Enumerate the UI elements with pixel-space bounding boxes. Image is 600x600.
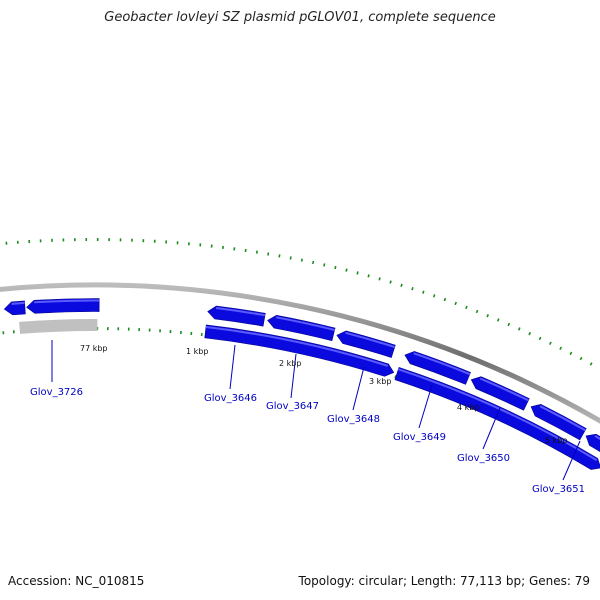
gene-label-glov-3726[interactable]: Glov_3726	[30, 387, 83, 398]
outer-tick	[517, 327, 521, 331]
outer-tick	[378, 277, 381, 281]
outer-tick	[475, 309, 479, 314]
outer-tick	[278, 254, 281, 258]
gene-arrow-outer-6	[470, 376, 530, 411]
gene-label-glov-3648[interactable]: Glov_3648	[327, 414, 380, 425]
leader-line-2	[290, 353, 297, 399]
outer-tick	[311, 260, 315, 265]
outer-gene-track	[3, 298, 600, 453]
kbp-label-2: 2 kbp	[279, 359, 301, 368]
gene-arrow-outer-5-highlight	[413, 352, 471, 376]
outer-tick	[345, 268, 348, 272]
gene-label-leaders	[51, 340, 581, 481]
leader-line-1	[229, 344, 236, 390]
outer-tick	[400, 283, 403, 287]
gene-arrow-grey	[19, 318, 98, 334]
map-title: Geobacter lovleyi SZ plasmid pGLOV01, co…	[104, 10, 496, 25]
outer-tick	[443, 297, 447, 302]
outer-tick	[422, 290, 425, 294]
kbp-label-5: 5 kbp	[545, 436, 567, 445]
outer-tick	[589, 362, 593, 366]
gene-arrow-outer-3-highlight	[275, 316, 335, 331]
outer-tick	[389, 280, 392, 284]
gene-arrow-outer-0-highlight	[11, 301, 25, 305]
accession-text: Accession: NC_010815	[8, 574, 145, 588]
plasmid-backbone	[0, 282, 600, 424]
gene-arrow-outer-1-highlight	[34, 299, 100, 304]
outer-tick	[411, 287, 414, 291]
outer-tick	[465, 305, 468, 310]
kbp-label-4: 4 kbp	[457, 403, 479, 412]
outer-tick	[367, 274, 370, 278]
gene-arrow-outer-0	[3, 300, 26, 316]
summary-text: Topology: circular; Length: 77,113 bp; G…	[298, 574, 590, 588]
gene-arrow-outer-4-highlight	[345, 331, 396, 349]
leader-line-3	[352, 366, 365, 411]
outer-tick	[323, 263, 326, 267]
outer-tick	[569, 351, 573, 356]
gene-arrow-outer-7	[530, 404, 587, 441]
gene-label-glov-3649[interactable]: Glov_3649	[393, 432, 446, 443]
leader-line-5	[482, 407, 501, 450]
outer-tick	[454, 301, 457, 306]
outer-tick	[579, 356, 583, 361]
kbp-label-1: 1 kbp	[186, 347, 208, 356]
gene-arrow-inner-1	[394, 366, 600, 470]
gene-label-glov-3646[interactable]: Glov_3646	[204, 393, 257, 404]
outer-tick	[300, 258, 303, 262]
leader-line-6	[562, 440, 581, 481]
outer-tick	[334, 265, 337, 270]
outer-tick	[289, 256, 292, 260]
inner-gene-track	[19, 318, 600, 470]
gene-arrow-outer-7-highlight	[539, 405, 586, 432]
gene-arrow-outer-2-highlight	[215, 307, 266, 317]
outer-tick	[549, 341, 552, 345]
gene-arrow-outer-8-highlight	[594, 435, 600, 440]
gene-arrow-outer-4	[336, 330, 396, 358]
outer-tick	[538, 336, 542, 341]
gene-label-glov-3651[interactable]: Glov_3651	[532, 484, 585, 495]
outer-tick	[486, 313, 489, 318]
inner-tick	[394, 375, 397, 379]
outer-tick	[496, 318, 500, 322]
gene-label-glov-3647[interactable]: Glov_3647	[266, 401, 319, 412]
outer-tick	[507, 322, 511, 327]
gene-arrow-inner-0-highlight	[205, 326, 389, 367]
gene-arrow-outer-8	[585, 433, 600, 453]
leader-line-4	[418, 384, 433, 429]
outer-tick	[432, 294, 436, 298]
gene-arrow-outer-2	[207, 305, 266, 327]
kbp-label-3: 3 kbp	[369, 377, 391, 386]
gene-arrow-outer-3	[267, 315, 336, 342]
gene-label-glov-3650[interactable]: Glov_3650	[457, 453, 510, 464]
outer-tick	[528, 331, 532, 336]
gene-arrow-outer-5	[404, 351, 471, 385]
gene-arrow-outer-6-highlight	[479, 377, 529, 402]
kbp-label-77: 77 kbp	[80, 344, 108, 353]
outer-tick	[559, 346, 563, 350]
outer-tick-ring	[5, 238, 600, 371]
outer-tick	[356, 271, 359, 275]
gene-arrow-inner-0	[204, 324, 395, 377]
